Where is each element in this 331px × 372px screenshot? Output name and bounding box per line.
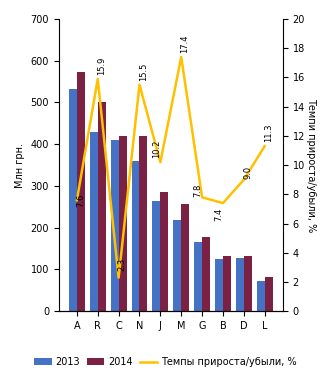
Bar [90, 132, 98, 311]
Темпы прироста/убыли, % [117, 275, 120, 280]
Bar [139, 136, 147, 311]
Bar [69, 89, 77, 311]
Text: 7.8: 7.8 [193, 183, 202, 197]
Bar [236, 258, 244, 311]
Bar [223, 256, 231, 311]
Text: 17.4: 17.4 [180, 35, 189, 53]
Темпы прироста/убыли, % [179, 55, 183, 59]
Bar [111, 140, 118, 311]
Legend: 2013, 2014, Темпы прироста/убыли, %: 2013, 2014, Темпы прироста/убыли, % [30, 353, 301, 371]
Темпы прироста/убыли, % [242, 177, 246, 182]
Темпы прироста/убыли, % [263, 144, 267, 148]
Bar [257, 281, 265, 311]
Bar [131, 161, 139, 311]
Text: 9.0: 9.0 [243, 166, 252, 179]
Темпы прироста/убыли, % [137, 83, 141, 87]
Bar [98, 103, 106, 311]
Bar [202, 237, 210, 311]
Text: 15.9: 15.9 [97, 57, 106, 75]
Line: Темпы прироста/убыли, %: Темпы прироста/убыли, % [77, 57, 265, 278]
Bar [265, 277, 273, 311]
Bar [160, 192, 168, 311]
Bar [194, 242, 202, 311]
Bar [215, 259, 223, 311]
Bar [118, 136, 126, 311]
Темпы прироста/убыли, % [200, 195, 204, 199]
Bar [244, 256, 252, 311]
Bar [181, 204, 189, 311]
Y-axis label: Темпи прироста/убыли, %: Темпи прироста/убыли, % [306, 98, 316, 232]
Темпы прироста/убыли, % [221, 201, 225, 205]
Bar [77, 72, 85, 311]
Text: 2.3: 2.3 [118, 258, 127, 271]
Темпы прироста/убыли, % [158, 160, 162, 164]
Text: 7.4: 7.4 [214, 208, 223, 221]
Темпы прироста/убыли, % [96, 77, 100, 81]
Bar [152, 202, 160, 311]
Text: 7.6: 7.6 [76, 193, 85, 207]
Y-axis label: Млн грн.: Млн грн. [15, 142, 25, 187]
Text: 11.3: 11.3 [264, 124, 273, 142]
Bar [173, 220, 181, 311]
Text: 15.5: 15.5 [139, 62, 148, 81]
Темпы прироста/убыли, % [75, 198, 79, 202]
Text: 10.2: 10.2 [152, 140, 161, 158]
